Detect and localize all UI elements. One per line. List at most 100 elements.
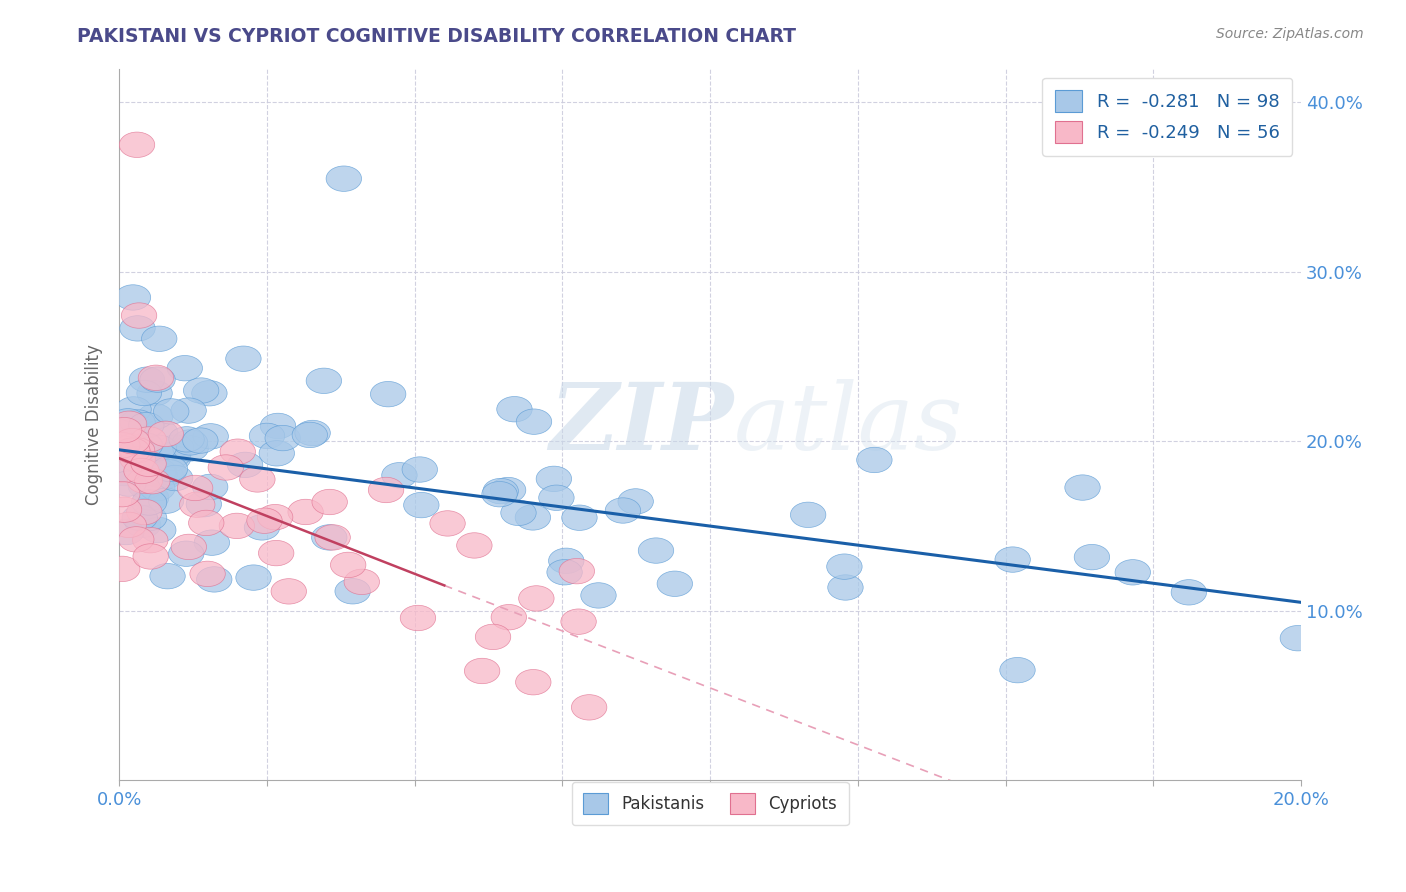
Ellipse shape bbox=[150, 459, 187, 485]
Ellipse shape bbox=[148, 488, 184, 514]
Ellipse shape bbox=[128, 433, 163, 458]
Ellipse shape bbox=[172, 534, 207, 559]
Ellipse shape bbox=[457, 533, 492, 558]
Ellipse shape bbox=[219, 439, 256, 465]
Ellipse shape bbox=[482, 482, 517, 507]
Ellipse shape bbox=[152, 456, 187, 482]
Ellipse shape bbox=[491, 605, 526, 630]
Ellipse shape bbox=[288, 500, 323, 524]
Ellipse shape bbox=[194, 530, 229, 556]
Ellipse shape bbox=[142, 420, 179, 445]
Ellipse shape bbox=[120, 438, 155, 463]
Ellipse shape bbox=[335, 579, 370, 604]
Ellipse shape bbox=[167, 356, 202, 381]
Ellipse shape bbox=[259, 441, 294, 466]
Ellipse shape bbox=[173, 435, 208, 461]
Ellipse shape bbox=[562, 505, 598, 531]
Ellipse shape bbox=[292, 422, 328, 448]
Ellipse shape bbox=[108, 519, 143, 545]
Ellipse shape bbox=[157, 466, 193, 491]
Ellipse shape bbox=[430, 511, 465, 536]
Ellipse shape bbox=[190, 561, 225, 587]
Ellipse shape bbox=[538, 485, 574, 510]
Ellipse shape bbox=[122, 505, 157, 531]
Legend: Pakistanis, Cypriots: Pakistanis, Cypriots bbox=[572, 781, 849, 825]
Ellipse shape bbox=[141, 517, 176, 542]
Ellipse shape bbox=[1000, 657, 1035, 683]
Ellipse shape bbox=[1064, 475, 1101, 500]
Ellipse shape bbox=[547, 559, 582, 585]
Ellipse shape bbox=[516, 670, 551, 695]
Ellipse shape bbox=[247, 508, 283, 533]
Ellipse shape bbox=[129, 367, 165, 392]
Ellipse shape bbox=[368, 477, 404, 503]
Ellipse shape bbox=[107, 417, 142, 442]
Ellipse shape bbox=[173, 430, 208, 455]
Ellipse shape bbox=[134, 544, 169, 569]
Ellipse shape bbox=[148, 421, 184, 447]
Ellipse shape bbox=[128, 412, 165, 438]
Ellipse shape bbox=[257, 505, 292, 530]
Ellipse shape bbox=[131, 490, 167, 516]
Ellipse shape bbox=[1171, 580, 1206, 605]
Ellipse shape bbox=[482, 478, 519, 504]
Ellipse shape bbox=[180, 492, 215, 517]
Ellipse shape bbox=[619, 489, 654, 514]
Ellipse shape bbox=[501, 500, 536, 525]
Ellipse shape bbox=[177, 475, 212, 500]
Ellipse shape bbox=[264, 425, 301, 450]
Ellipse shape bbox=[226, 346, 262, 371]
Ellipse shape bbox=[260, 413, 295, 439]
Ellipse shape bbox=[605, 498, 641, 524]
Ellipse shape bbox=[125, 512, 160, 538]
Ellipse shape bbox=[186, 491, 222, 516]
Ellipse shape bbox=[141, 458, 176, 484]
Ellipse shape bbox=[519, 586, 554, 611]
Ellipse shape bbox=[120, 409, 156, 435]
Ellipse shape bbox=[307, 368, 342, 393]
Ellipse shape bbox=[381, 463, 418, 488]
Ellipse shape bbox=[344, 569, 380, 595]
Ellipse shape bbox=[120, 446, 155, 472]
Ellipse shape bbox=[330, 552, 366, 578]
Ellipse shape bbox=[139, 367, 176, 392]
Ellipse shape bbox=[150, 564, 186, 589]
Text: Source: ZipAtlas.com: Source: ZipAtlas.com bbox=[1216, 27, 1364, 41]
Ellipse shape bbox=[115, 285, 150, 310]
Ellipse shape bbox=[141, 435, 176, 460]
Text: ZIP: ZIP bbox=[550, 379, 734, 469]
Ellipse shape bbox=[111, 411, 146, 436]
Ellipse shape bbox=[638, 538, 673, 563]
Ellipse shape bbox=[183, 378, 219, 403]
Ellipse shape bbox=[107, 460, 143, 486]
Ellipse shape bbox=[104, 433, 141, 458]
Ellipse shape bbox=[104, 482, 141, 507]
Ellipse shape bbox=[114, 434, 150, 459]
Ellipse shape bbox=[148, 463, 184, 489]
Y-axis label: Cognitive Disability: Cognitive Disability bbox=[86, 344, 103, 505]
Ellipse shape bbox=[107, 497, 142, 523]
Ellipse shape bbox=[115, 438, 150, 463]
Ellipse shape bbox=[110, 409, 146, 434]
Ellipse shape bbox=[111, 512, 146, 538]
Ellipse shape bbox=[120, 132, 155, 158]
Ellipse shape bbox=[560, 558, 595, 584]
Ellipse shape bbox=[183, 428, 218, 453]
Ellipse shape bbox=[128, 474, 163, 499]
Ellipse shape bbox=[127, 380, 162, 406]
Ellipse shape bbox=[571, 695, 607, 720]
Ellipse shape bbox=[1074, 544, 1109, 570]
Ellipse shape bbox=[193, 475, 228, 500]
Ellipse shape bbox=[153, 399, 188, 424]
Ellipse shape bbox=[127, 468, 163, 493]
Ellipse shape bbox=[127, 500, 162, 524]
Ellipse shape bbox=[259, 541, 294, 566]
Ellipse shape bbox=[561, 609, 596, 634]
Ellipse shape bbox=[249, 423, 285, 449]
Ellipse shape bbox=[142, 462, 177, 487]
Ellipse shape bbox=[142, 326, 177, 351]
Ellipse shape bbox=[245, 515, 280, 541]
Ellipse shape bbox=[115, 397, 152, 422]
Ellipse shape bbox=[475, 624, 510, 649]
Ellipse shape bbox=[193, 424, 228, 449]
